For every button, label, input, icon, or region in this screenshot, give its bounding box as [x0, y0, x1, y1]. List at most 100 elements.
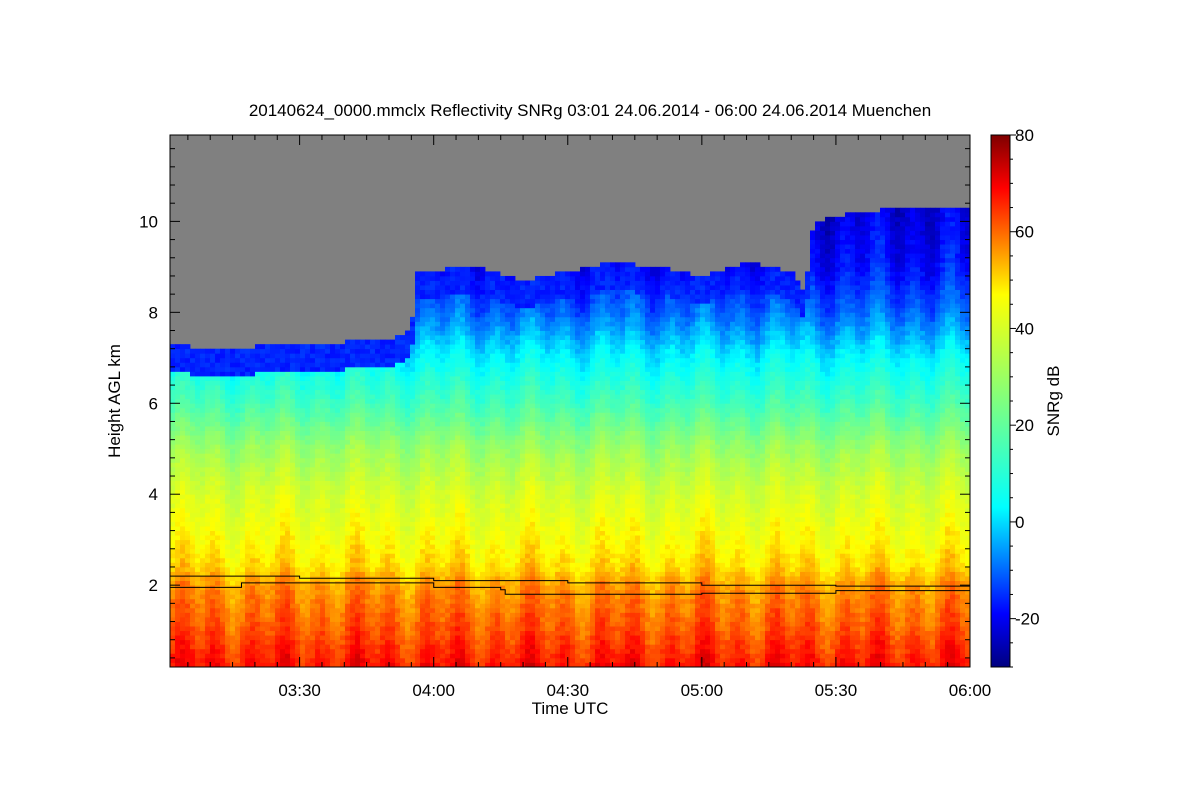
- heatmap-cell: [335, 648, 341, 654]
- heatmap-cell: [445, 648, 451, 654]
- heatmap-cell: [205, 398, 211, 404]
- heatmap-cell: [230, 639, 236, 645]
- heatmap-cell: [375, 557, 381, 563]
- heatmap-cell: [375, 498, 381, 504]
- heatmap-cell: [295, 585, 301, 591]
- heatmap-cell: [200, 494, 206, 500]
- heatmap-cell: [290, 466, 296, 472]
- heatmap-cell: [390, 539, 396, 545]
- heatmap-cell: [280, 503, 286, 509]
- heatmap-cell: [450, 298, 456, 304]
- heatmap-cell: [485, 348, 491, 354]
- heatmap-cell: [350, 648, 356, 654]
- heatmap-cell: [455, 462, 461, 468]
- heatmap-cell: [250, 407, 256, 413]
- heatmap-cell: [285, 585, 291, 591]
- heatmap-cell: [440, 630, 446, 636]
- heatmap-cell: [300, 480, 306, 486]
- heatmap-cell: [205, 557, 211, 563]
- heatmap-cell: [310, 439, 316, 445]
- heatmap-cell: [345, 539, 351, 545]
- heatmap-cell: [405, 385, 411, 391]
- heatmap-cell: [350, 476, 356, 481]
- heatmap-cell: [345, 644, 351, 650]
- heatmap-cell: [365, 435, 371, 441]
- heatmap-cell: [310, 398, 316, 404]
- heatmap-cell: [425, 521, 431, 527]
- heatmap-cell: [175, 535, 181, 541]
- heatmap-cell: [290, 630, 296, 636]
- heatmap-cell: [395, 498, 401, 504]
- heatmap-cell: [285, 348, 291, 354]
- heatmap-cell: [260, 616, 266, 622]
- heatmap-cell: [460, 594, 466, 600]
- heatmap-cell: [200, 571, 206, 577]
- heatmap-cell: [475, 280, 481, 286]
- heatmap-cell: [180, 362, 186, 368]
- heatmap-cell: [320, 476, 326, 481]
- heatmap-cell: [465, 644, 471, 650]
- heatmap-cell: [255, 403, 261, 409]
- heatmap-cell: [295, 626, 301, 632]
- heatmap-cell: [240, 485, 246, 491]
- heatmap-cell: [420, 289, 426, 295]
- heatmap-cell: [370, 653, 376, 659]
- heatmap-cell: [230, 494, 236, 500]
- heatmap-cell: [280, 430, 286, 436]
- heatmap-cell: [315, 621, 321, 627]
- heatmap-cell: [305, 530, 311, 536]
- heatmap-cell: [475, 398, 481, 404]
- heatmap-cell: [310, 571, 316, 577]
- heatmap-cell: [265, 380, 271, 386]
- heatmap-cell: [180, 498, 186, 504]
- heatmap-cell: [260, 448, 266, 454]
- heatmap-cell: [490, 426, 496, 431]
- heatmap-cell: [445, 476, 451, 481]
- heatmap-cell: [315, 503, 321, 509]
- heatmap-cell: [285, 607, 291, 613]
- heatmap-cell: [460, 503, 466, 509]
- heatmap-cell: [395, 539, 401, 545]
- heatmap-cell: [310, 626, 316, 632]
- heatmap-cell: [300, 526, 306, 531]
- heatmap-cell: [440, 471, 446, 477]
- heatmap-cell: [385, 403, 391, 409]
- heatmap-cell: [240, 444, 246, 450]
- heatmap-cell: [325, 448, 331, 454]
- heatmap-cell: [450, 285, 456, 290]
- heatmap-cell: [470, 635, 476, 641]
- heatmap-cell: [285, 489, 291, 495]
- heatmap-cell: [225, 403, 231, 409]
- heatmap-cell: [420, 471, 426, 477]
- heatmap-cell: [380, 421, 386, 427]
- heatmap-cell: [300, 626, 306, 632]
- heatmap-cell: [370, 635, 376, 641]
- heatmap-cell: [220, 389, 226, 395]
- heatmap-cell: [395, 453, 401, 459]
- heatmap-cell: [300, 444, 306, 450]
- heatmap-cell: [305, 453, 311, 459]
- heatmap-cell: [215, 657, 221, 663]
- heatmap-cell: [230, 589, 236, 595]
- heatmap-cell: [390, 535, 396, 541]
- heatmap-cell: [305, 494, 311, 500]
- heatmap-cell: [385, 562, 391, 568]
- heatmap-cell: [310, 553, 316, 559]
- heatmap-cell: [410, 557, 416, 563]
- heatmap-cell: [330, 412, 336, 418]
- heatmap-cell: [225, 576, 231, 582]
- heatmap-cell: [220, 353, 226, 359]
- heatmap-cell: [390, 389, 396, 395]
- heatmap-cell: [465, 589, 471, 595]
- heatmap-cell: [380, 416, 386, 422]
- heatmap-cell: [355, 339, 361, 345]
- heatmap-cell: [210, 616, 216, 622]
- heatmap-cell: [475, 312, 481, 318]
- heatmap-cell: [295, 389, 301, 395]
- heatmap-cell: [280, 635, 286, 641]
- heatmap-cell: [295, 471, 301, 477]
- heatmap-cell: [170, 653, 176, 659]
- heatmap-cell: [270, 389, 276, 395]
- heatmap-cell: [245, 485, 251, 491]
- heatmap-cell: [290, 371, 296, 377]
